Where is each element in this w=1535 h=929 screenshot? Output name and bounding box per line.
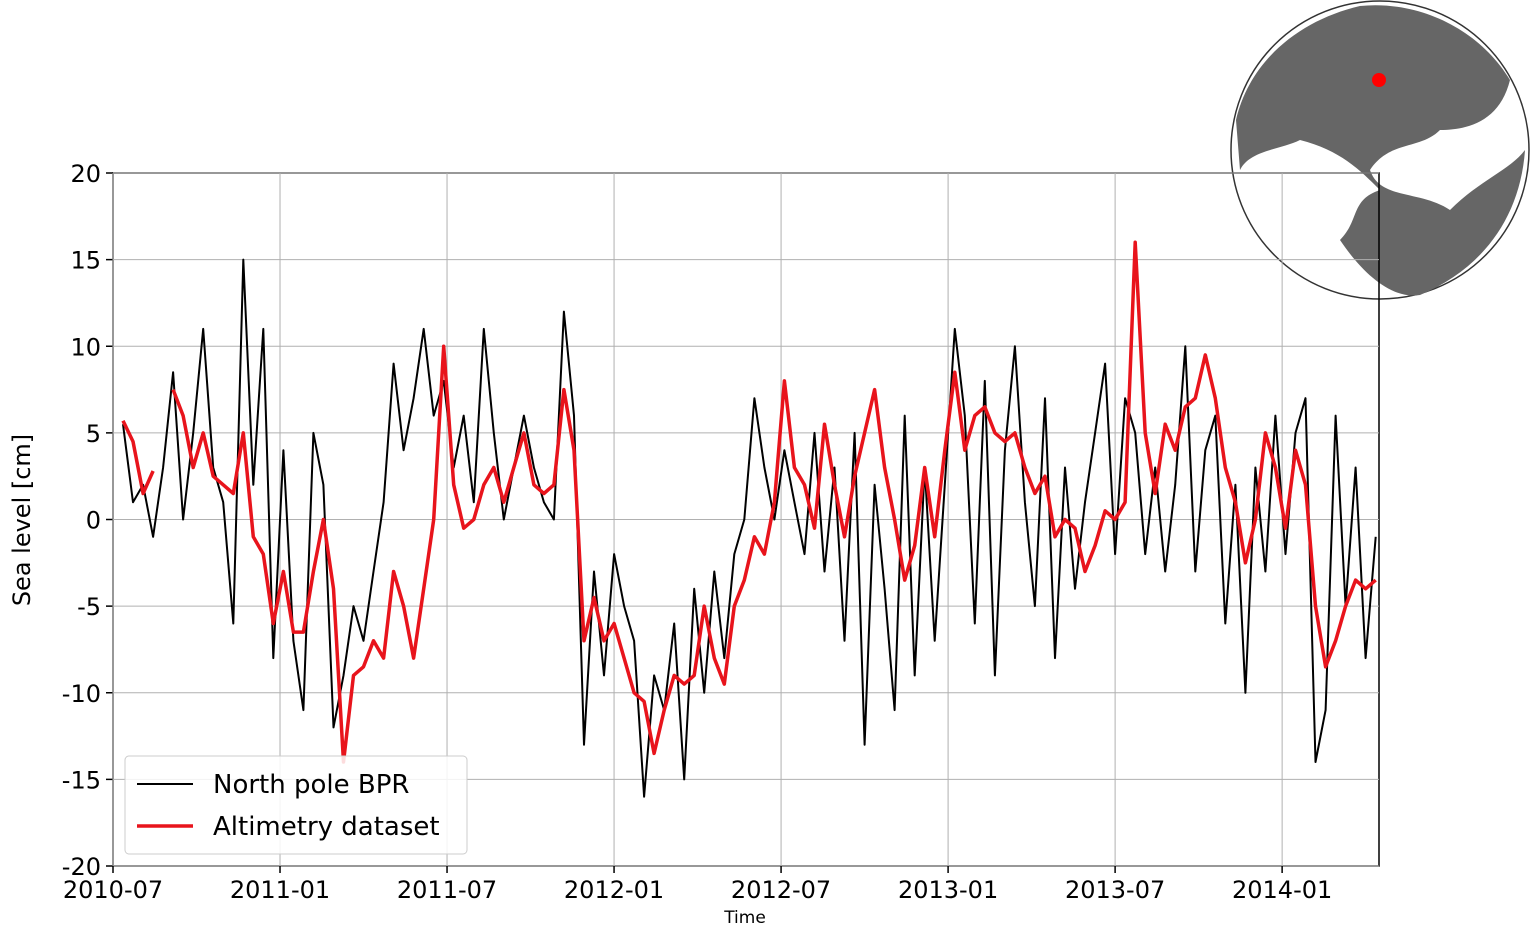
y-tick-label: 10 <box>70 333 101 361</box>
x-tick-label: 2013-01 <box>898 876 998 904</box>
x-tick-label: 2012-07 <box>731 876 831 904</box>
y-tick-label: -15 <box>62 766 101 794</box>
x-axis-label: Time <box>723 908 766 928</box>
x-tick-label: 2013-07 <box>1065 876 1165 904</box>
legend-label: North pole BPR <box>213 770 409 800</box>
y-tick-label: 20 <box>70 160 101 188</box>
data-line <box>121 240 1377 764</box>
globe-inset <box>1230 0 1530 300</box>
y-tick-label: 0 <box>86 507 101 535</box>
legend-label: Altimetry dataset <box>213 812 440 842</box>
y-tick-label: 15 <box>70 247 101 275</box>
y-tick-label: 5 <box>86 420 101 448</box>
x-tick-label: 2011-01 <box>230 876 330 904</box>
y-tick-label: -5 <box>77 593 101 621</box>
data-line <box>122 258 1377 798</box>
y-tick-label: -10 <box>62 680 101 708</box>
legend-box <box>124 755 468 855</box>
x-tick-label: 2011-07 <box>397 876 497 904</box>
y-axis-label: Sea level [cm] <box>8 434 36 606</box>
x-tick-label: 2012-01 <box>564 876 664 904</box>
x-tick-label: 2014-01 <box>1232 876 1332 904</box>
x-tick-label: 2010-07 <box>63 876 163 904</box>
y-tick-label: -20 <box>62 853 101 881</box>
